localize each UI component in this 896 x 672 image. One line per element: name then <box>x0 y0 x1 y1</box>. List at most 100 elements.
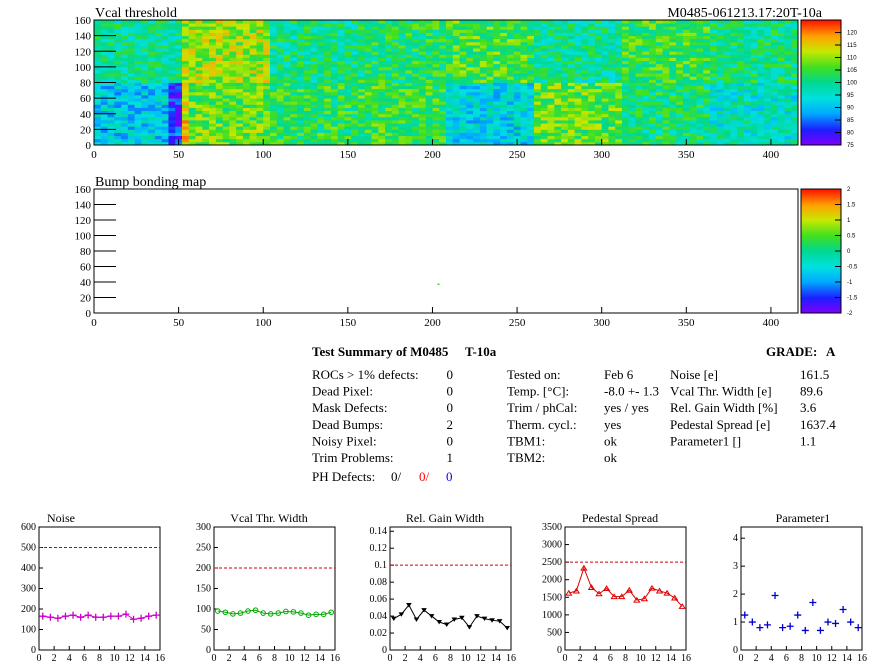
threshold-cell <box>628 107 636 112</box>
threshold-cell <box>195 107 203 112</box>
threshold-cell <box>391 76 400 80</box>
threshold-cell <box>628 63 636 68</box>
threshold-cell <box>270 76 278 80</box>
threshold-cell <box>141 123 149 127</box>
threshold-cell <box>134 129 142 133</box>
threshold-cell <box>527 116 535 121</box>
y-tick-label: 140 <box>75 200 92 212</box>
threshold-cell <box>703 82 711 87</box>
threshold-cell <box>594 73 603 77</box>
threshold-cell <box>202 88 210 93</box>
plot-title: Rel. Gain Width <box>406 511 484 525</box>
threshold-cell <box>249 132 257 137</box>
threshold-cell <box>540 41 548 46</box>
threshold-cell <box>628 101 636 105</box>
threshold-cell <box>669 123 677 127</box>
threshold-cell <box>317 132 325 137</box>
threshold-cell <box>506 54 515 58</box>
z-tick-label: -1.5 <box>847 296 858 302</box>
threshold-cell <box>256 110 264 115</box>
threshold-cell <box>391 113 400 118</box>
threshold-cell <box>276 132 284 137</box>
threshold-cell <box>479 141 488 146</box>
threshold-cell <box>439 138 447 143</box>
threshold-cell <box>716 60 724 65</box>
threshold-cell <box>743 107 752 112</box>
threshold-cell <box>303 54 312 58</box>
threshold-cell <box>581 98 589 102</box>
threshold-cell <box>655 141 664 146</box>
threshold-cell <box>757 41 765 46</box>
threshold-cell <box>459 88 467 93</box>
threshold-cell <box>669 104 677 108</box>
threshold-cell <box>215 76 224 80</box>
threshold-cell <box>209 76 217 80</box>
threshold-cell <box>676 88 684 93</box>
threshold-cell <box>561 20 569 24</box>
threshold-cell <box>242 57 251 62</box>
threshold-cell <box>777 110 785 115</box>
threshold-cell <box>391 104 400 108</box>
threshold-cell <box>710 63 718 68</box>
threshold-cell <box>263 85 271 90</box>
threshold-cell <box>154 23 163 27</box>
series-line <box>568 566 683 607</box>
threshold-cell <box>215 141 224 146</box>
threshold-cell <box>561 32 569 37</box>
threshold-cell <box>615 63 623 68</box>
threshold-cell <box>635 29 643 33</box>
threshold-cell <box>479 32 488 37</box>
threshold-cell <box>737 20 745 24</box>
threshold-cell <box>351 54 359 58</box>
threshold-cell <box>222 104 230 108</box>
threshold-cell <box>107 51 115 55</box>
threshold-cell <box>561 98 569 102</box>
threshold-cell <box>500 38 508 43</box>
threshold-cell <box>473 76 481 80</box>
threshold-cell <box>385 29 393 33</box>
threshold-cell <box>270 70 278 74</box>
threshold-cell <box>642 41 650 46</box>
threshold-cell <box>540 66 548 71</box>
threshold-cell <box>168 54 176 58</box>
threshold-cell <box>371 129 379 133</box>
threshold-cell <box>594 76 603 80</box>
threshold-cell <box>236 29 244 33</box>
threshold-cell <box>175 54 183 58</box>
threshold-cell <box>594 95 603 99</box>
threshold-cell <box>202 73 210 77</box>
threshold-cell <box>567 29 576 33</box>
threshold-cell <box>154 79 163 83</box>
threshold-cell <box>777 73 785 77</box>
threshold-cell <box>371 120 379 124</box>
threshold-cell <box>236 135 244 140</box>
threshold-cell <box>473 113 481 118</box>
threshold-cell <box>330 66 339 71</box>
threshold-cell <box>148 120 156 124</box>
threshold-cell <box>506 138 515 143</box>
threshold-cell <box>398 104 406 108</box>
threshold-cell <box>351 35 359 40</box>
threshold-cell <box>764 51 772 55</box>
threshold-cell <box>405 41 413 46</box>
threshold-cell <box>452 113 460 118</box>
threshold-cell <box>682 63 691 68</box>
threshold-cell <box>175 123 183 127</box>
threshold-cell <box>385 120 393 124</box>
threshold-cell <box>188 51 196 55</box>
threshold-cell <box>236 73 244 77</box>
threshold-cell <box>371 20 379 24</box>
threshold-cell <box>682 104 691 108</box>
threshold-cell <box>730 123 738 127</box>
x-tick-label: 6 <box>257 653 262 664</box>
threshold-cell <box>601 73 609 77</box>
threshold-cell <box>682 60 691 65</box>
threshold-cell <box>703 138 711 143</box>
threshold-cell <box>615 41 623 46</box>
threshold-cell <box>324 32 332 37</box>
threshold-cell <box>547 38 555 43</box>
threshold-cell <box>276 23 284 27</box>
threshold-cell <box>622 107 630 112</box>
threshold-cell <box>594 23 603 27</box>
